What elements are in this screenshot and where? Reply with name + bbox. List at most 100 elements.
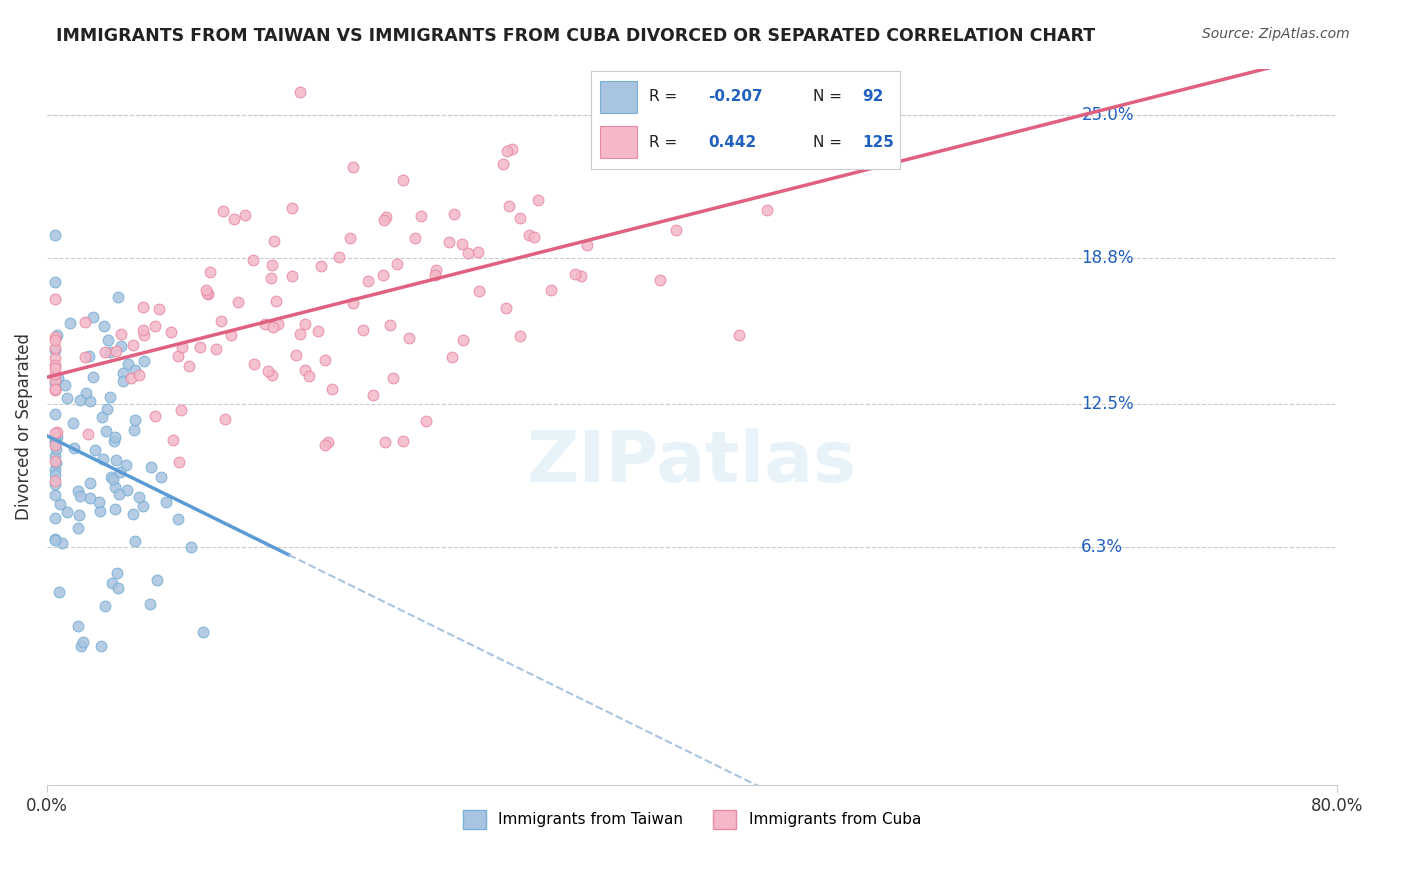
Point — [62, 416, 84, 430]
Point — [361, 387, 384, 401]
Point — [398, 331, 420, 345]
Point — [132, 354, 155, 368]
Point — [44, 474, 66, 488]
Bar — [600, 127, 637, 158]
Text: N =: N = — [813, 89, 846, 104]
Point — [496, 144, 519, 158]
Point — [128, 491, 150, 505]
Point — [75, 386, 97, 401]
Point — [82, 310, 104, 324]
Point — [195, 285, 218, 300]
Point — [44, 426, 66, 441]
Point — [294, 363, 316, 377]
Point — [44, 476, 66, 491]
Point — [321, 383, 343, 397]
Point — [193, 625, 215, 640]
Point — [104, 480, 127, 494]
Point — [756, 203, 779, 218]
Point — [63, 441, 86, 455]
Point — [233, 208, 256, 222]
Point — [59, 316, 82, 330]
Point — [146, 573, 169, 587]
Point — [44, 358, 66, 372]
Point — [87, 494, 110, 508]
Point — [104, 453, 127, 467]
Text: N =: N = — [813, 135, 846, 150]
Point — [374, 210, 396, 224]
Point — [46, 425, 69, 440]
Point — [44, 467, 66, 482]
Point — [93, 318, 115, 333]
Point — [170, 340, 193, 354]
Point — [44, 329, 66, 343]
Point — [264, 294, 287, 309]
Point — [45, 429, 67, 443]
Point — [82, 370, 104, 384]
Point — [141, 460, 163, 475]
Point — [128, 368, 150, 382]
Point — [214, 412, 236, 426]
Point — [94, 599, 117, 613]
Point — [564, 267, 586, 281]
Point — [124, 412, 146, 426]
Point — [44, 433, 66, 447]
Point — [188, 340, 211, 354]
Point — [263, 234, 285, 248]
Point — [79, 394, 101, 409]
Point — [728, 328, 751, 343]
Point — [44, 373, 66, 387]
Point — [197, 287, 219, 301]
Point — [260, 368, 283, 382]
Point — [115, 458, 138, 472]
Point — [51, 535, 73, 549]
Point — [626, 103, 648, 118]
Point — [501, 142, 523, 156]
Point — [316, 434, 339, 449]
Point — [404, 231, 426, 245]
Point — [523, 230, 546, 244]
Point — [44, 228, 66, 243]
Point — [105, 566, 128, 581]
Point — [45, 442, 67, 456]
Point — [45, 328, 67, 343]
Point — [75, 315, 97, 329]
Point — [124, 423, 146, 437]
Point — [94, 344, 117, 359]
Point — [160, 325, 183, 339]
Point — [44, 376, 66, 391]
Point — [284, 348, 307, 362]
Point — [162, 434, 184, 448]
Text: 125: 125 — [863, 135, 894, 150]
Y-axis label: Divorced or Separated: Divorced or Separated — [15, 334, 32, 520]
Point — [391, 173, 413, 187]
Point — [148, 302, 170, 317]
Point — [527, 193, 550, 207]
Point — [44, 351, 66, 365]
Point — [385, 257, 408, 271]
Point — [664, 223, 686, 237]
Point — [467, 285, 489, 299]
Point — [309, 259, 332, 273]
Point — [409, 209, 432, 223]
Point — [371, 268, 394, 282]
Point — [298, 368, 321, 383]
Point — [254, 318, 277, 332]
Point — [170, 403, 193, 417]
Point — [104, 502, 127, 516]
Legend: Immigrants from Taiwan, Immigrants from Cuba: Immigrants from Taiwan, Immigrants from … — [457, 804, 927, 835]
Point — [281, 201, 304, 215]
Point — [648, 273, 671, 287]
Point — [112, 366, 135, 380]
Point — [96, 424, 118, 438]
Point — [382, 371, 405, 385]
Point — [44, 454, 66, 468]
Point — [49, 497, 72, 511]
Point — [44, 488, 66, 502]
Point — [307, 324, 329, 338]
Point — [44, 360, 66, 375]
Point — [110, 338, 132, 352]
Text: R =: R = — [650, 89, 682, 104]
Point — [56, 391, 79, 405]
Point — [205, 343, 228, 357]
Point — [378, 318, 401, 333]
